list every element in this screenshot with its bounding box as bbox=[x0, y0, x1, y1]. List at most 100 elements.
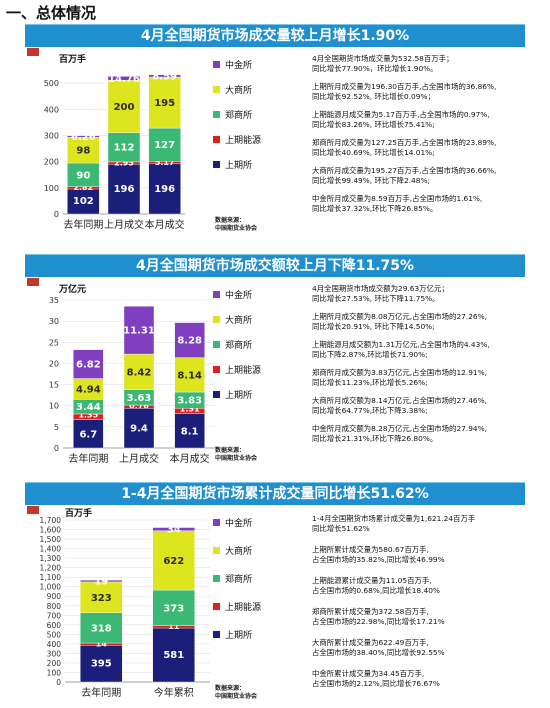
cumulative-banner: 1-4月全国期货市场累计成交量同比增长51.62% bbox=[25, 482, 525, 505]
legend-swatch bbox=[213, 366, 220, 373]
bar-segment bbox=[152, 626, 195, 683]
data-label: 3.44 bbox=[76, 402, 101, 413]
bar-segment bbox=[80, 581, 123, 613]
data-label: 3.63 bbox=[127, 393, 152, 404]
note-paragraph: 4月全国期货市场成交额为29.63万亿元； 同比增长27.53%, 环比下降11… bbox=[312, 284, 449, 303]
y-tick-label: 0 bbox=[54, 210, 59, 219]
data-label: 6.26 bbox=[71, 132, 96, 143]
note-paragraph: 1-4月全国期货市场累计成交量为1,621.24百万手 同比增长51.62% bbox=[312, 514, 476, 533]
source-label: 中国期货业协会 bbox=[215, 224, 258, 232]
data-label: 196 bbox=[154, 184, 175, 195]
legend-swatch bbox=[213, 111, 220, 118]
y-tick-label: 700 bbox=[47, 611, 62, 620]
bar-segment bbox=[107, 76, 141, 81]
legend-label: 大商所 bbox=[225, 314, 252, 326]
panel-tag-icon bbox=[27, 278, 39, 286]
bar-segment bbox=[174, 413, 205, 449]
legend-swatch bbox=[213, 86, 220, 93]
legend-swatch bbox=[213, 603, 220, 610]
turnover-banner: 4月全国期货市场成交额较上月下降11.75% bbox=[25, 254, 525, 277]
source-label: 数据来源： bbox=[215, 684, 245, 692]
data-label: 323 bbox=[91, 593, 112, 604]
bar-segment bbox=[148, 127, 181, 162]
legend-label: 中金所 bbox=[225, 289, 252, 301]
y-tick-label: 300 bbox=[47, 649, 62, 658]
data-label: 19 bbox=[94, 577, 108, 588]
source-label: 数据来源： bbox=[215, 216, 245, 224]
bar-segment bbox=[67, 137, 100, 164]
volume-chart: 百万手 0 100 200 300 400 500 102 2.82 90 98 6.26 去年同期 19… bbox=[25, 48, 305, 238]
bar-segment bbox=[107, 162, 141, 215]
source-label: 数据来源： bbox=[215, 446, 245, 454]
data-label: 8.59 bbox=[152, 71, 177, 82]
legend-swatch bbox=[213, 291, 220, 298]
data-label: 127 bbox=[154, 140, 175, 151]
legend-swatch bbox=[213, 316, 220, 323]
y-tick-label: 400 bbox=[47, 640, 62, 649]
volume-banner: 4月全国期货市场成交量较上月增长1.90% bbox=[25, 24, 525, 47]
data-label: 11.31 bbox=[123, 326, 155, 337]
x-tick-label: 上月成交 bbox=[119, 452, 159, 465]
legend-swatch bbox=[213, 161, 220, 168]
bar-segment bbox=[148, 76, 181, 129]
note-paragraph: 上期所月成交量为196.30百万手,占全国市场的36.86%, 同比增长92.5… bbox=[312, 82, 497, 101]
data-label: 5.17 bbox=[155, 158, 175, 167]
data-label: 102 bbox=[73, 196, 94, 207]
y-tick-label: 0 bbox=[54, 444, 59, 453]
y-tick-label: 1,100 bbox=[40, 573, 62, 582]
note-paragraph: 大商所月成交量为195.27百万手,占全国市场的36.66%, 同比增长99.4… bbox=[312, 166, 497, 185]
bar-segment bbox=[123, 353, 155, 390]
data-label: 200 bbox=[114, 102, 135, 113]
y-tick-label: 500 bbox=[44, 79, 59, 88]
data-label: 6.82 bbox=[76, 360, 101, 371]
data-label: 318 bbox=[91, 623, 112, 634]
y-tick-label: 15 bbox=[49, 381, 59, 390]
y-tick-label: 900 bbox=[47, 592, 62, 601]
note-paragraph: 中金所月成交量为8.59百万手,占全国市场的1.61%, 同比增长37.32%,… bbox=[312, 194, 483, 213]
bar-segment bbox=[107, 132, 141, 163]
volume-panel: 4月全国期货市场成交量较上月增长1.90% 百万手 0 100 200 300 400 50… bbox=[25, 24, 525, 240]
legend-label: 大商所 bbox=[225, 84, 252, 96]
panel-tag-icon bbox=[27, 506, 39, 514]
bar-segment bbox=[123, 408, 155, 449]
source-label: 中国期货业协会 bbox=[215, 692, 258, 700]
volume-chart-svg: 百万手 0 100 200 300 400 500 102 2.82 90 98 6.26 去年同期 19… bbox=[44, 53, 261, 232]
cumulative-chart-svg: 百万手 01002003004005006007008009001,0001,10… bbox=[40, 507, 262, 700]
data-label: 4.94 bbox=[76, 384, 101, 395]
note-paragraph: 上期能源累计成交量为11.05百万手, 占全国市场的0.68%,同比增长18.4… bbox=[312, 576, 440, 595]
legend-swatch bbox=[213, 575, 220, 582]
legend-label: 中金所 bbox=[225, 517, 252, 529]
note-paragraph: 郑商所月成交量为127.25百万手,占全国市场的23.89%, 同比增长40.6… bbox=[312, 138, 497, 157]
y-tick-label: 0 bbox=[56, 678, 61, 687]
bar-segment bbox=[152, 527, 195, 531]
data-label: 6.7 bbox=[79, 429, 97, 440]
note-paragraph: 4月全国期货市场成交量为532.58百万手； 同比增长77.90%，环比增长1.… bbox=[312, 54, 454, 73]
unit-label: 百万手 bbox=[65, 507, 92, 519]
y-tick-label: 1,400 bbox=[40, 545, 62, 554]
bar-segment bbox=[80, 612, 123, 644]
cumulative-notes: 1-4月全国期货市场累计成交量为1,621.24百万手 同比增长51.62% 上期… bbox=[312, 514, 522, 700]
bar-segment bbox=[80, 579, 123, 583]
note-paragraph: 上期能源月成交量为5.17百万手,占全国市场的0.97%, 同比增长83.26%… bbox=[312, 110, 490, 129]
cumulative-chart: 百万手 0 100 200 300 400 500 600 700 800 900 1,000 1,10… bbox=[25, 506, 305, 706]
y-tick-label: 400 bbox=[44, 105, 59, 114]
y-tick-label: 200 bbox=[44, 158, 59, 167]
legend-label: 郑商所 bbox=[225, 339, 252, 351]
legend-label: 上期能源 bbox=[225, 364, 261, 376]
data-label: 14.76 bbox=[108, 74, 140, 85]
y-tick-label: 1,600 bbox=[40, 526, 62, 535]
data-label: 2.95 bbox=[114, 158, 134, 167]
y-tick-label: 800 bbox=[47, 602, 62, 611]
volume-notes: 4月全国期货市场成交量为532.58百万手； 同比增长77.90%，环比增长1.… bbox=[312, 54, 522, 222]
unit-label: 百万手 bbox=[59, 53, 86, 65]
bar-segment bbox=[148, 162, 181, 215]
data-label: 8.1 bbox=[181, 426, 199, 437]
x-tick-label: 上月成交 bbox=[104, 218, 144, 231]
legend-swatch bbox=[213, 547, 220, 554]
x-tick-label: 去年同期 bbox=[68, 452, 108, 465]
y-tick-label: 1,200 bbox=[40, 564, 62, 573]
note-paragraph: 中金所累计成交量为34.45百万手, 占全国市场的2.12%,同比增长76.67… bbox=[312, 669, 440, 688]
data-label: 622 bbox=[163, 556, 184, 567]
x-tick-label: 去年同期 bbox=[81, 686, 121, 699]
y-tick-label: 20 bbox=[49, 359, 59, 368]
